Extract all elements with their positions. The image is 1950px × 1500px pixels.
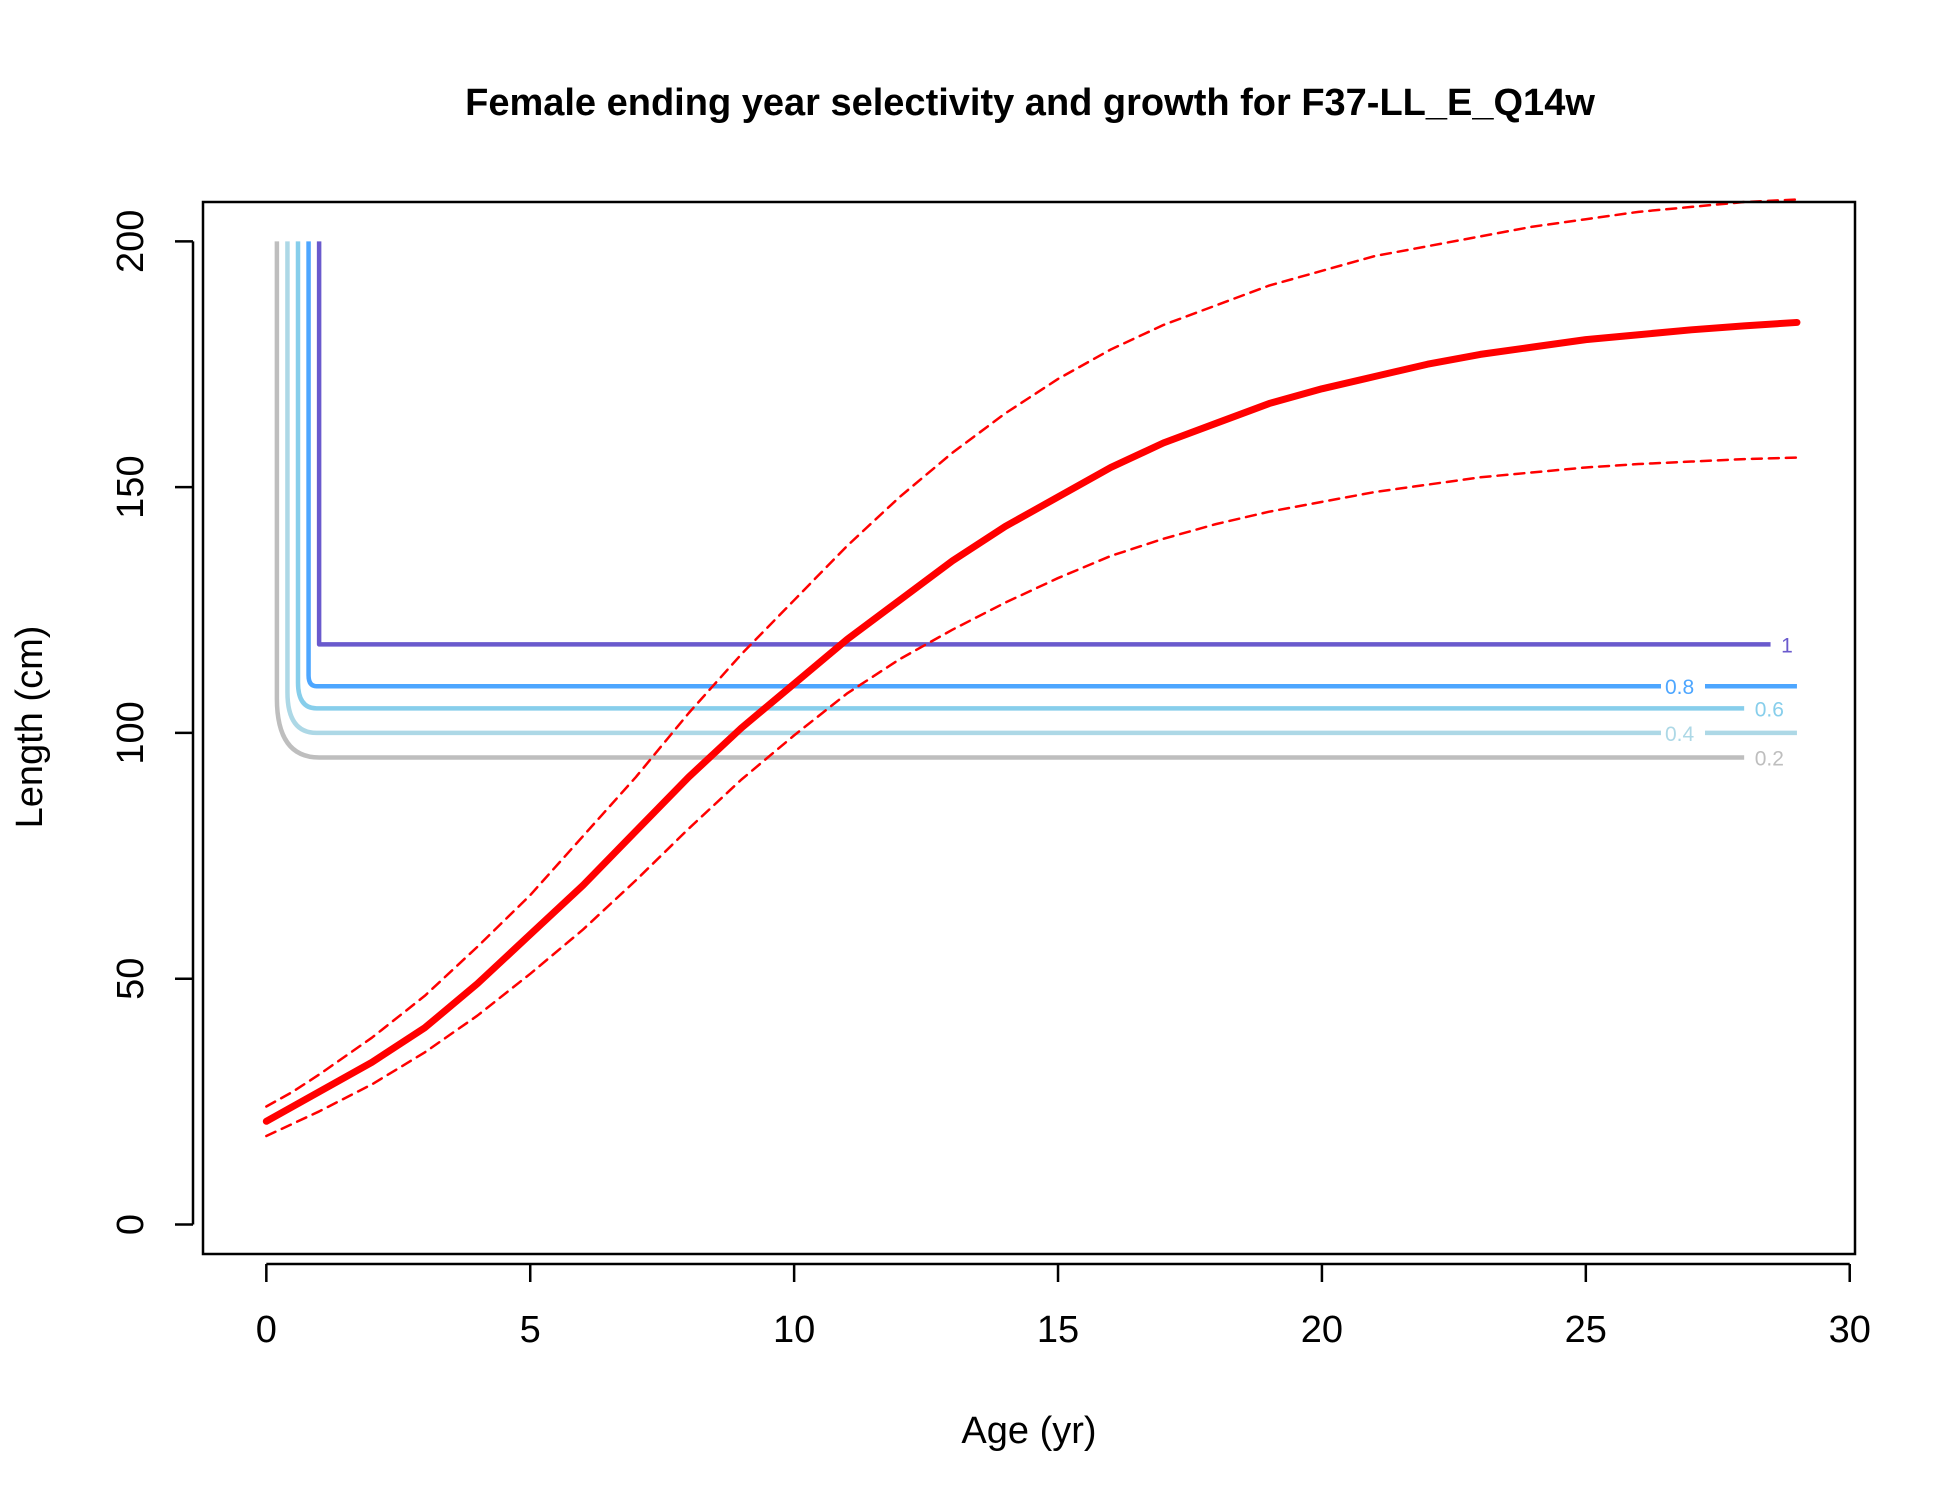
x-tick-label: 25 [1565,1309,1607,1351]
y-axis-label: Length (cm) [9,626,51,829]
plot-frame [201,200,1857,1256]
selectivity-contour-0.2 [274,241,1745,760]
y-tick-label: 150 [110,455,152,518]
contour-label-1: 1 [1781,634,1793,657]
chart-title: Female ending year selectivity and growt… [465,82,1595,124]
growth-mean-line [262,318,1801,1125]
x-tick-label: 20 [1301,1309,1343,1351]
y-tick-label: 50 [110,958,152,1000]
y-tick-label: 100 [110,701,152,764]
x-tick-label: 0 [256,1309,277,1351]
growth-lower-interval-line [265,456,1799,1138]
x-axis-label: Age (yr) [961,1410,1096,1452]
growth-upper-interval-line [265,198,1799,1108]
contour-label-background [1750,694,1795,723]
contour-label-0.8: 0.8 [1665,676,1694,699]
x-axis: 0 5 10 15 20 25 30 [256,1262,1871,1351]
selectivity-contour-0.8 [306,241,1797,689]
x-tick-label: 15 [1037,1309,1079,1351]
selectivity-contour-1 [316,241,1771,647]
selectivity-contour-0.4 [285,241,1797,736]
y-tick-label: 200 [110,210,152,273]
x-tick-label: 10 [773,1309,815,1351]
contour-label-background [1660,672,1705,701]
contour-label-0.6: 0.6 [1755,698,1784,721]
selectivity-contour-0.6 [295,241,1745,711]
contour-label-background [1750,743,1795,772]
y-axis: 0 50 100 150 200 [110,210,195,1235]
growth-curves [262,198,1801,1138]
selectivity-contours: 0.2 0.4 0.6 0.8 1 [274,241,1798,772]
contour-label-0.2: 0.2 [1755,747,1784,770]
x-tick-label: 5 [520,1309,541,1351]
contour-label-background [1660,718,1705,747]
contour-label-background [1777,630,1798,659]
contour-label-0.4: 0.4 [1665,723,1695,746]
y-tick-label: 0 [110,1214,152,1235]
x-tick-label: 30 [1829,1309,1871,1351]
